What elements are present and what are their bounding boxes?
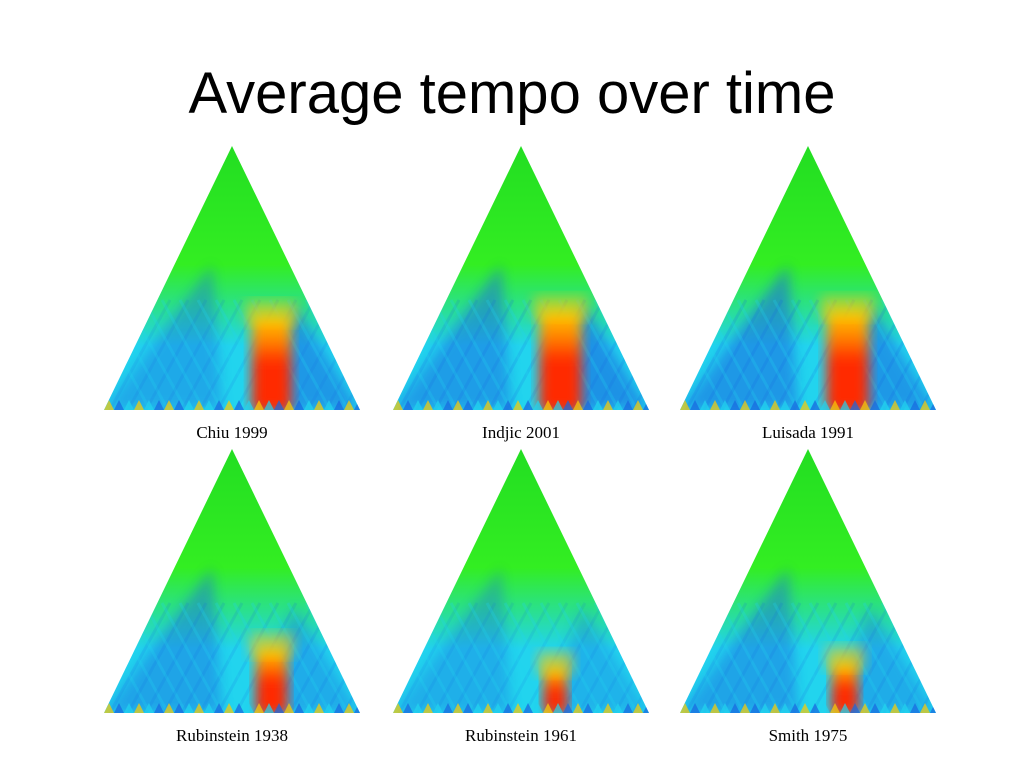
scape-plot-panel xyxy=(676,142,940,414)
cool-region-left xyxy=(104,567,222,713)
tempo-hotspot-halo xyxy=(825,646,865,671)
tempo-hotspot-halo xyxy=(249,633,294,657)
scape-plot-rubinstein-1961 xyxy=(393,449,649,713)
scape-plot-panel xyxy=(676,445,940,717)
tempo-hotspot xyxy=(255,647,288,713)
scape-plot-panel xyxy=(389,445,653,717)
scape-plot-panel xyxy=(100,445,364,717)
cool-region-right xyxy=(543,607,649,713)
slide-title: Average tempo over time xyxy=(188,61,836,126)
scape-plot-chiu-1999 xyxy=(104,146,360,410)
tempo-hotspot xyxy=(826,309,869,410)
scape-plot-label: Chiu 1999 xyxy=(196,423,268,442)
tempo-hotspot-halo xyxy=(245,300,298,325)
scape-plot-panel xyxy=(100,142,364,414)
scape-plot-rubinstein-1938 xyxy=(104,449,360,713)
scape-plot-label: Luisada 1991 xyxy=(761,423,855,442)
tempo-hotspot xyxy=(543,665,568,713)
tempo-hotspot xyxy=(831,660,859,713)
cool-region-left xyxy=(680,567,798,713)
cool-region-left xyxy=(680,264,798,410)
scape-plot-label: Indjic 2001 xyxy=(482,423,560,442)
cool-region-left xyxy=(104,264,222,410)
cool-region-left xyxy=(393,567,511,713)
tempo-hotspot-halo xyxy=(533,295,588,320)
cool-region-left xyxy=(393,264,511,410)
scape-plot-panel xyxy=(389,142,653,414)
scape-plot-label: Rubinstein 1961 xyxy=(465,726,577,745)
scape-plot-indjic-2001 xyxy=(393,146,649,410)
tempo-hotspot-halo xyxy=(537,651,574,676)
tempo-hotspot xyxy=(539,309,582,410)
tempo-hotspot xyxy=(251,314,292,410)
tempo-hotspot-halo xyxy=(820,295,875,320)
scape-plot-label: Smith 1975 xyxy=(768,726,848,745)
scape-plot-label: Rubinstein 1938 xyxy=(176,726,288,745)
scape-plot-luisada-1991 xyxy=(680,146,936,410)
scape-plot-smith-1975 xyxy=(680,449,936,713)
